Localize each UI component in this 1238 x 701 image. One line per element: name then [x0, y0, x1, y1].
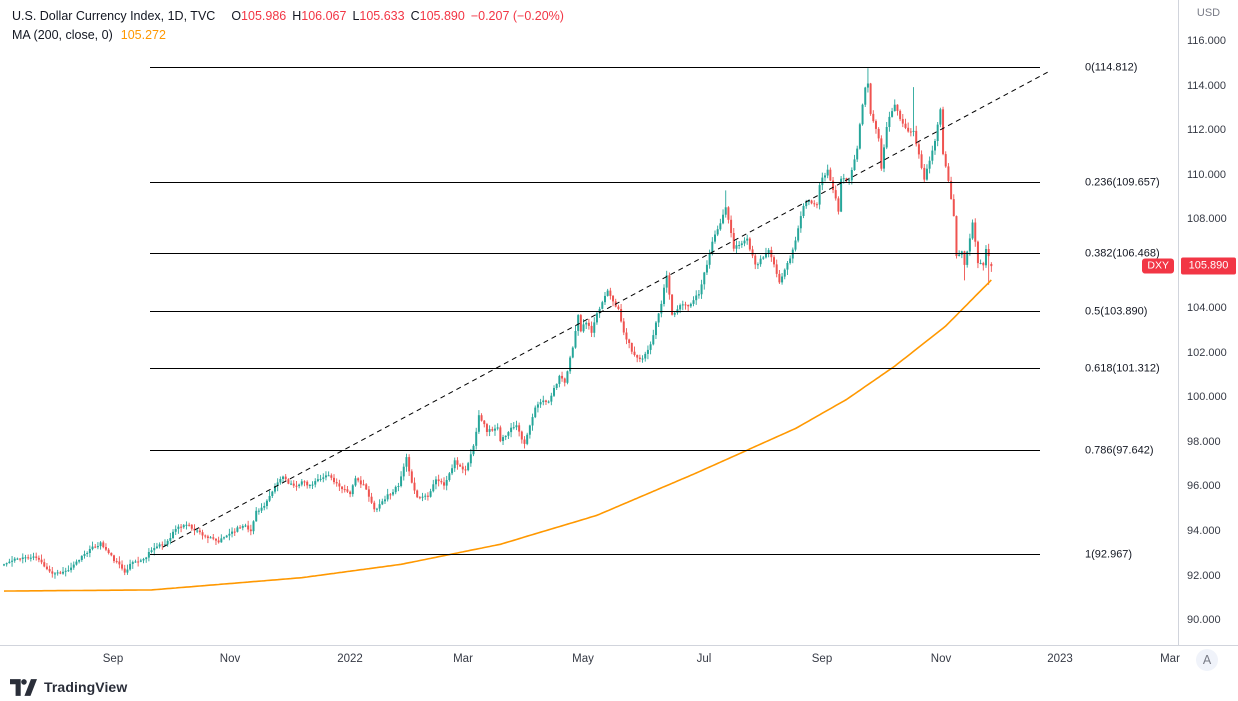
time-axis-label: 2023: [1047, 653, 1073, 665]
high-value: 106.067: [301, 9, 347, 23]
price-tick-label: 112.000: [1187, 124, 1226, 137]
indicator-legend-row: MA (200, close, 0) 105.272: [12, 26, 564, 45]
time-axis-label: Sep: [811, 653, 833, 665]
time-axis-label: Mar: [453, 653, 473, 665]
last-price-badge: 105.890: [1181, 257, 1236, 275]
symbol-title[interactable]: U.S. Dollar Currency Index, 1D, TVC: [12, 9, 216, 23]
time-axis-label: Mar: [1160, 653, 1180, 665]
low-label: L: [352, 9, 360, 23]
time-axis-label: Sep: [102, 653, 124, 665]
fib-level-label: 0.786(97.642): [1085, 444, 1154, 456]
price-tick-label: 96.000: [1187, 480, 1221, 493]
symbol-price-tag: DXY: [1142, 258, 1174, 274]
change-value: −0.207 (−0.20%): [470, 9, 564, 23]
price-axis[interactable]: USD 116.000 114.000 112.000 110.000 108.000 1…: [1178, 0, 1238, 645]
price-tick-label: 100.000: [1187, 391, 1227, 404]
ma-indicator-value: 105.272: [120, 28, 166, 42]
fib-level-label: 1(92.967): [1085, 548, 1132, 560]
price-chart-svg[interactable]: 0(114.812) 0.236(109.657) 0.382(106.468) 0.…: [0, 0, 1178, 645]
open-label: O: [231, 9, 242, 23]
fib-retracement[interactable]: 0(114.812) 0.236(109.657) 0.382(106.468) 0.…: [150, 61, 1160, 560]
ma-indicator-label[interactable]: MA (200, close, 0): [12, 28, 113, 42]
time-axis-label: May: [572, 653, 594, 665]
low-value: 105.633: [359, 9, 405, 23]
time-axis-label: Jul: [696, 653, 712, 665]
ma-200-line: [3, 279, 992, 592]
price-tick-label: 110.000: [1187, 168, 1226, 181]
fib-level-label: 0.382(106.468): [1085, 247, 1160, 259]
fib-level-label: 0.618(101.312): [1085, 362, 1160, 374]
time-axis-label: 2022: [337, 653, 363, 665]
price-tick-label: 114.000: [1187, 79, 1226, 92]
price-tick-label: 104.000: [1187, 302, 1227, 315]
footer: TradingView: [0, 673, 1238, 701]
currency-unit-label: USD: [1196, 7, 1221, 19]
high-label: H: [292, 9, 302, 23]
chart-canvas[interactable]: 0(114.812) 0.236(109.657) 0.382(106.468) 0.…: [0, 0, 1178, 645]
fib-level-label: 0.5(103.890): [1085, 305, 1147, 317]
close-value: 105.890: [419, 9, 465, 23]
symbol-legend-row: U.S. Dollar Currency Index, 1D, TVC O 105…: [12, 7, 564, 26]
price-tick-label: 102.000: [1187, 346, 1227, 359]
time-axis-label: Nov: [930, 653, 952, 665]
price-tick-label: 108.000: [1187, 213, 1227, 226]
candles-layer: [3, 68, 993, 579]
time-axis[interactable]: Sep Nov 2022 Mar May Jul Sep Nov 2023 Mar A: [0, 645, 1238, 673]
logo-text: TradingView: [44, 679, 128, 695]
price-tick-label: 116.000: [1187, 35, 1226, 47]
close-label: C: [410, 9, 420, 23]
time-labels: Sep Nov 2022 Mar May Jul Sep Nov 2023 Mar: [0, 646, 1180, 674]
tradingview-logo-icon: [10, 678, 37, 696]
chart-legend: U.S. Dollar Currency Index, 1D, TVC O 105…: [12, 7, 564, 45]
price-tick-label: 94.000: [1187, 524, 1221, 537]
fib-level-label: 0(114.812): [1085, 61, 1137, 73]
time-axis-label: Nov: [219, 653, 241, 665]
price-tick-label: 92.000: [1187, 569, 1221, 582]
tradingview-logo[interactable]: TradingView: [10, 678, 128, 696]
trendline[interactable]: [162, 71, 1049, 548]
price-tick-label: 90.000: [1187, 614, 1221, 626]
open-value: 105.986: [241, 9, 287, 23]
price-tick-label: 98.000: [1187, 435, 1221, 448]
auto-scale-button[interactable]: A: [1196, 649, 1218, 671]
fib-level-label: 0.236(109.657): [1085, 176, 1160, 188]
